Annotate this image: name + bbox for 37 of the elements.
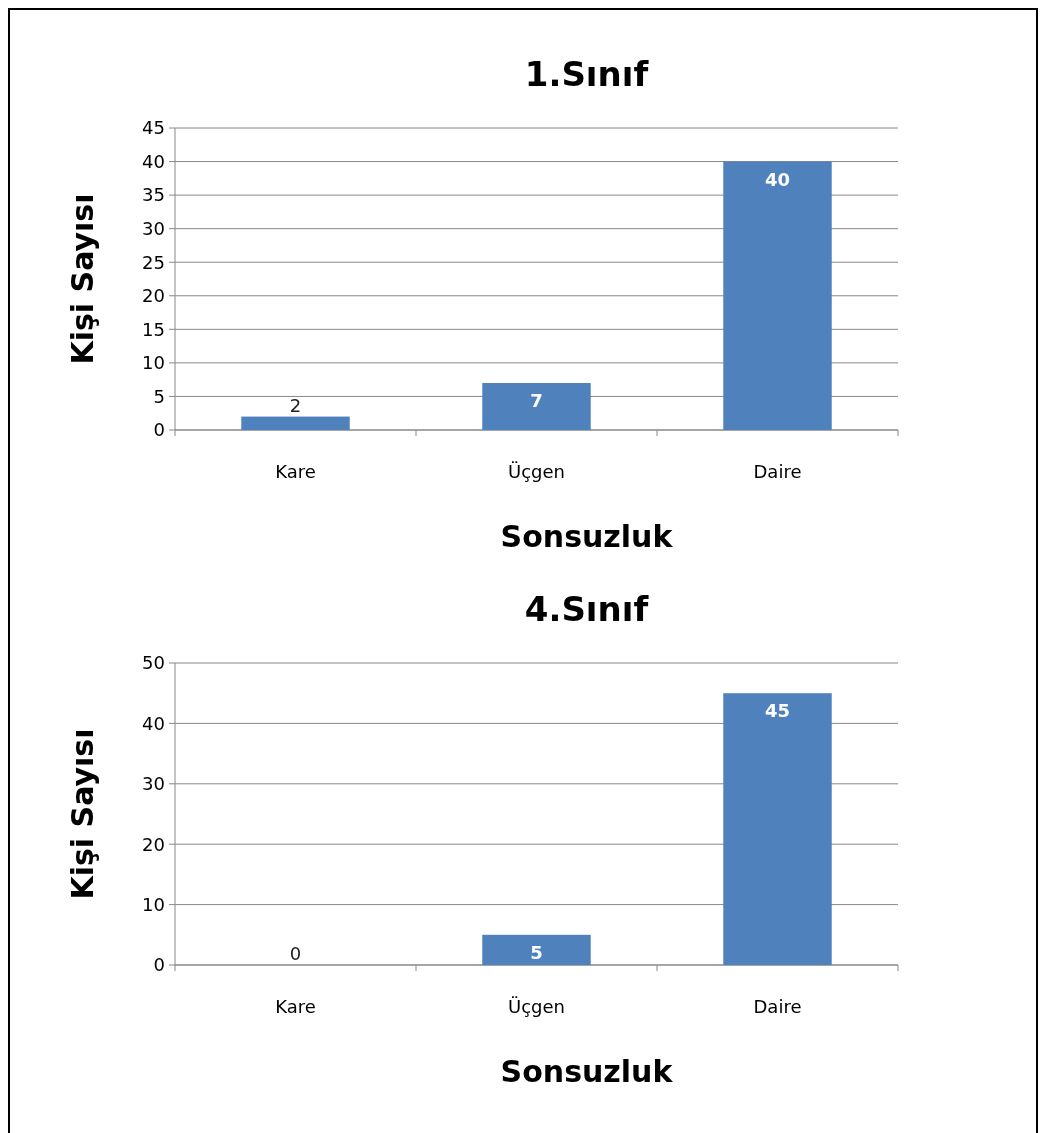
- y-tick-label: 20: [142, 285, 165, 307]
- y-tick-label: 10: [142, 893, 165, 915]
- bar: [241, 416, 350, 430]
- x-axis-title: Sonsuzluk: [500, 519, 674, 554]
- data-label: 2: [289, 394, 302, 416]
- y-tick-label: 35: [142, 184, 165, 206]
- y-tick-label: 0: [153, 954, 165, 976]
- chart-title: 4.Sınıf: [524, 589, 650, 629]
- y-tick-label: 10: [142, 352, 165, 374]
- data-label: 0: [289, 943, 302, 964]
- bar: [482, 383, 591, 430]
- y-tick-label: 30: [142, 773, 165, 795]
- x-axis-title: Sonsuzluk: [500, 1054, 674, 1089]
- y-tick-label: 20: [142, 833, 165, 855]
- y-tick-label: 5: [153, 385, 165, 407]
- y-tick-label: 40: [142, 712, 165, 734]
- bar: [723, 161, 832, 430]
- data-label: 5: [530, 941, 543, 963]
- x-tick-label: Üçgen: [508, 996, 565, 1017]
- y-tick-label: 45: [142, 117, 165, 139]
- y-tick-label: 15: [142, 318, 165, 340]
- y-tick-label: 0: [153, 419, 165, 441]
- x-tick-label: Kare: [275, 461, 316, 482]
- chart-title: 1.Sınıf: [524, 54, 650, 94]
- x-tick-label: Daire: [753, 461, 802, 482]
- y-tick-label: 50: [142, 652, 165, 674]
- data-label: 7: [530, 390, 543, 412]
- y-tick-label: 30: [142, 217, 165, 239]
- y-tick-label: 40: [142, 150, 165, 172]
- x-tick-label: Daire: [753, 996, 802, 1017]
- x-tick-label: Kare: [275, 996, 316, 1017]
- x-tick-label: Üçgen: [508, 461, 565, 482]
- y-axis-title: Kişi Sayısı: [65, 193, 100, 365]
- data-label: 45: [764, 700, 791, 722]
- y-axis-title: Kişi Sayısı: [65, 728, 100, 900]
- data-label: 40: [764, 168, 791, 190]
- y-tick-label: 25: [142, 251, 165, 273]
